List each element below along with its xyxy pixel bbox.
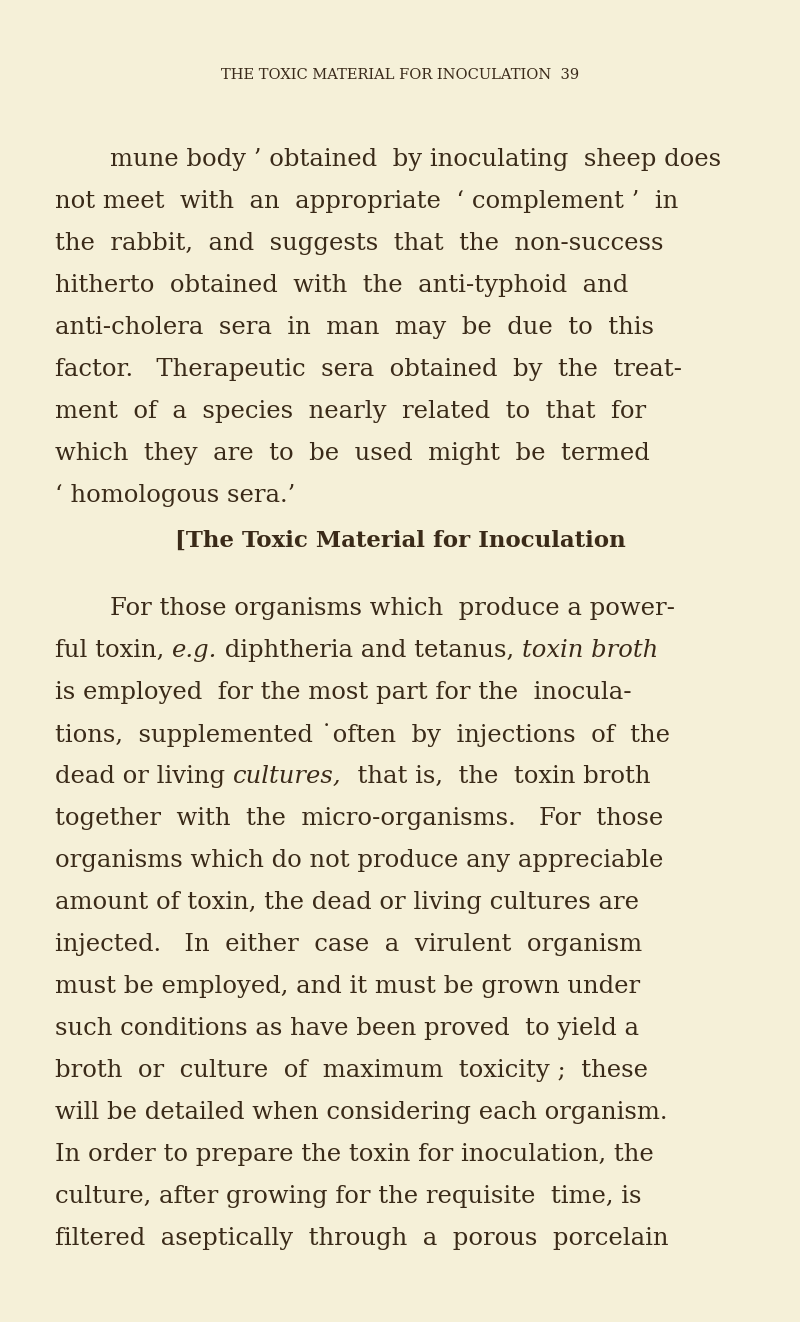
Text: [The Toxic Material for Inoculation: [The Toxic Material for Inoculation <box>174 530 626 553</box>
Text: must be employed, and it must be grown under: must be employed, and it must be grown u… <box>55 976 640 998</box>
Text: that is,  the  toxin broth: that is, the toxin broth <box>342 765 650 788</box>
Text: In order to prepare the toxin for inoculation, the: In order to prepare the toxin for inocul… <box>55 1144 654 1166</box>
Text: mune body ’ obtained  by inoculating  sheep does: mune body ’ obtained by inoculating shee… <box>110 148 721 171</box>
Text: organisms which do not produce any appreciable: organisms which do not produce any appre… <box>55 849 663 873</box>
Text: which  they  are  to  be  used  might  be  termed: which they are to be used might be terme… <box>55 442 650 465</box>
Text: the  rabbit,  and  suggests  that  the  non-success: the rabbit, and suggests that the non-su… <box>55 231 663 255</box>
Text: ‘ homologous sera.’: ‘ homologous sera.’ <box>55 484 295 508</box>
Text: e.g.: e.g. <box>172 639 218 662</box>
Text: hitherto  obtained  with  the  anti-typhoid  and: hitherto obtained with the anti-typhoid … <box>55 274 628 297</box>
Text: dead or living: dead or living <box>55 765 233 788</box>
Text: cultures,: cultures, <box>233 765 342 788</box>
Text: ment  of  a  species  nearly  related  to  that  for: ment of a species nearly related to that… <box>55 401 646 423</box>
Text: THE TOXIC MATERIAL FOR INOCULATION  39: THE TOXIC MATERIAL FOR INOCULATION 39 <box>221 67 579 82</box>
Text: ful toxin,: ful toxin, <box>55 639 172 662</box>
Text: together  with  the  micro-organisms.   For  those: together with the micro-organisms. For t… <box>55 806 663 830</box>
Text: will be detailed when considering each organism.: will be detailed when considering each o… <box>55 1101 667 1124</box>
Text: is employed  for the most part for the  inocula-: is employed for the most part for the in… <box>55 681 632 705</box>
Text: toxin broth: toxin broth <box>522 639 658 662</box>
Text: injected.   In  either  case  a  virulent  organism: injected. In either case a virulent orga… <box>55 933 642 956</box>
Text: such conditions as have been proved  to yield a: such conditions as have been proved to y… <box>55 1017 639 1040</box>
Text: diphtheria and tetanus,: diphtheria and tetanus, <box>218 639 522 662</box>
Text: anti-cholera  sera  in  man  may  be  due  to  this: anti-cholera sera in man may be due to t… <box>55 316 654 338</box>
Text: filtered  aseptically  through  a  porous  porcelain: filtered aseptically through a porous po… <box>55 1227 669 1251</box>
Text: culture, after growing for the requisite  time, is: culture, after growing for the requisite… <box>55 1185 642 1208</box>
Text: amount of toxin, the dead or living cultures are: amount of toxin, the dead or living cult… <box>55 891 639 914</box>
Text: For those organisms which  produce a power-: For those organisms which produce a powe… <box>110 598 675 620</box>
Text: broth  or  culture  of  maximum  toxicity ;  these: broth or culture of maximum toxicity ; t… <box>55 1059 648 1081</box>
Text: not meet  with  an  appropriate  ‘ complement ’  in: not meet with an appropriate ‘ complemen… <box>55 190 678 213</box>
Text: factor.   Therapeutic  sera  obtained  by  the  treat-: factor. Therapeutic sera obtained by the… <box>55 358 682 381</box>
Text: tions,  supplemented ˙often  by  injections  of  the: tions, supplemented ˙often by injections… <box>55 723 670 747</box>
